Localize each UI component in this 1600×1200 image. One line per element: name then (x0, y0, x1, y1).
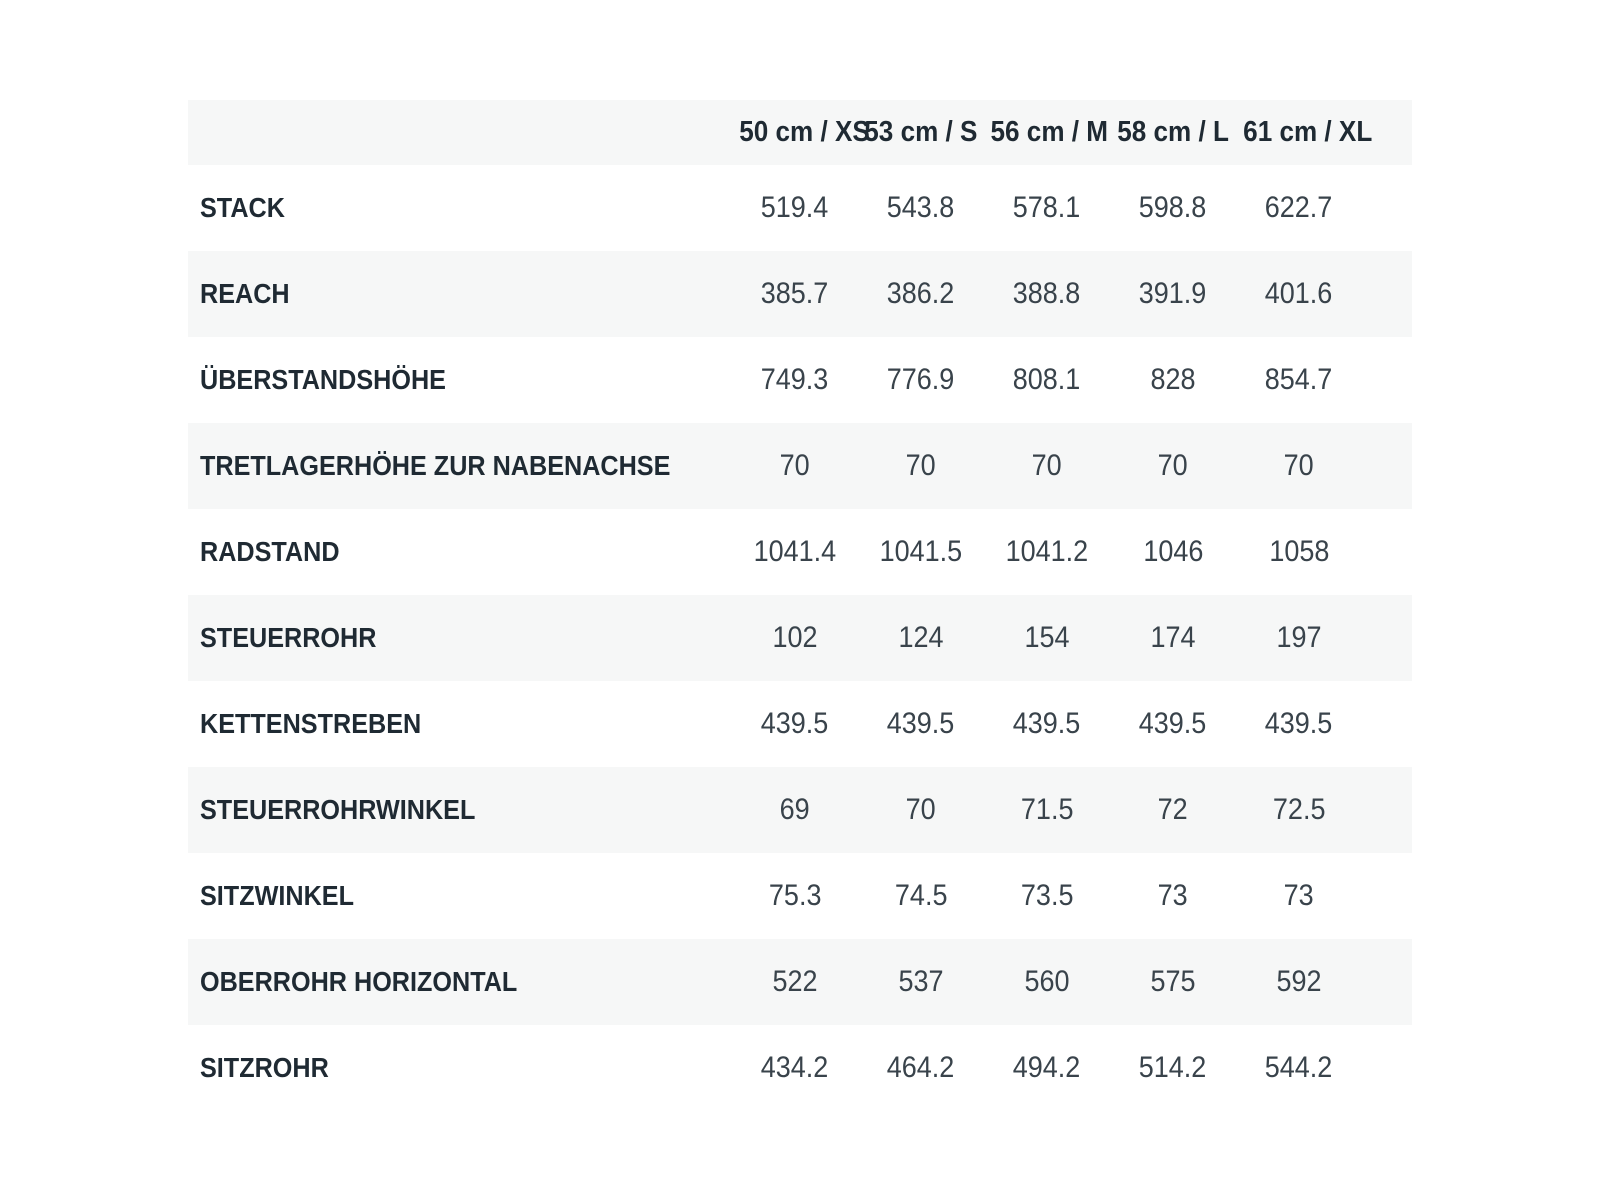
cell-value: 519.4 (761, 191, 829, 224)
cell-value: 71.5 (1020, 793, 1074, 826)
cell-value: 828 (1150, 363, 1196, 396)
cell-value: 543.8 (887, 191, 955, 224)
cell-value: 439.5 (887, 707, 955, 740)
row-label: OBERROHR HORIZONTAL (200, 966, 518, 997)
cell-value: 439.5 (761, 707, 829, 740)
cell-value: 72 (1157, 793, 1189, 826)
column-header-s: 53 cm / S (864, 116, 978, 148)
cell-value: 439.5 (1139, 707, 1207, 740)
row-label: SITZROHR (200, 1052, 329, 1083)
cell-value: 197 (1276, 621, 1322, 654)
cell-value: 73 (1283, 879, 1315, 912)
row-label: TRETLAGERHÖHE ZUR NABENACHSE (200, 450, 671, 481)
cell-value: 70 (1283, 449, 1315, 482)
table-row-tretlagerhoehe: TRETLAGERHÖHE ZUR NABENACHSE 70 70 70 70… (188, 423, 1412, 509)
row-label: STEUERROHR (200, 622, 377, 653)
cell-value: 401.6 (1265, 277, 1333, 310)
cell-value: 74.5 (894, 879, 948, 912)
cell-value: 434.2 (761, 1051, 829, 1084)
cell-value: 154 (1024, 621, 1070, 654)
column-header-xs: 50 cm / XS (739, 116, 870, 148)
cell-value: 70 (779, 449, 811, 482)
column-header-l: 58 cm / L (1117, 116, 1229, 148)
cell-value: 808.1 (1013, 363, 1081, 396)
cell-value: 70 (1031, 449, 1063, 482)
bike-geometry-table: 50 cm / XS 53 cm / S 56 cm / M 58 cm / L… (188, 100, 1412, 1111)
row-label: STACK (200, 192, 285, 223)
table-row-steuerrohrwinkel: STEUERROHRWINKEL 69 70 71.5 72 72.5 (188, 767, 1412, 853)
cell-value: 73.5 (1020, 879, 1074, 912)
row-label: REACH (200, 278, 290, 309)
cell-value: 174 (1150, 621, 1196, 654)
row-label: SITZWINKEL (200, 880, 354, 911)
cell-value: 124 (898, 621, 944, 654)
column-header-m: 56 cm / M (990, 116, 1109, 148)
cell-value: 102 (772, 621, 818, 654)
cell-value: 598.8 (1139, 191, 1207, 224)
cell-value: 70 (1157, 449, 1189, 482)
cell-value: 391.9 (1139, 277, 1207, 310)
cell-value: 544.2 (1265, 1051, 1333, 1084)
cell-value: 1058 (1268, 535, 1330, 568)
cell-value: 854.7 (1265, 363, 1333, 396)
cell-value: 73 (1157, 879, 1189, 912)
row-label: STEUERROHRWINKEL (200, 794, 476, 825)
cell-value: 749.3 (761, 363, 829, 396)
cell-value: 592 (1276, 965, 1322, 998)
table-row-sitzwinkel: SITZWINKEL 75.3 74.5 73.5 73 73 (188, 853, 1412, 939)
table-row-steuerrohr: STEUERROHR 102 124 154 174 197 (188, 595, 1412, 681)
cell-value: 72.5 (1272, 793, 1326, 826)
cell-value: 439.5 (1013, 707, 1081, 740)
cell-value: 388.8 (1013, 277, 1081, 310)
column-header-xl: 61 cm / XL (1243, 116, 1373, 148)
table-header-row: 50 cm / XS 53 cm / S 56 cm / M 58 cm / L… (188, 100, 1412, 165)
cell-value: 514.2 (1139, 1051, 1207, 1084)
cell-value: 578.1 (1013, 191, 1081, 224)
cell-value: 75.3 (768, 879, 822, 912)
cell-value: 1046 (1142, 535, 1204, 568)
row-label: ÜBERSTANDSHÖHE (200, 364, 446, 395)
cell-value: 560 (1024, 965, 1070, 998)
cell-value: 464.2 (887, 1051, 955, 1084)
cell-value: 386.2 (887, 277, 955, 310)
table-row-kettenstreben: KETTENSTREBEN 439.5 439.5 439.5 439.5 43… (188, 681, 1412, 767)
cell-value: 69 (779, 793, 811, 826)
table-row-ueberstandshoehe: ÜBERSTANDSHÖHE 749.3 776.9 808.1 828 854… (188, 337, 1412, 423)
cell-value: 1041.5 (879, 535, 963, 568)
table-row-sitzrohr: SITZROHR 434.2 464.2 494.2 514.2 544.2 (188, 1025, 1412, 1111)
cell-value: 439.5 (1265, 707, 1333, 740)
cell-value: 622.7 (1265, 191, 1333, 224)
row-label: KETTENSTREBEN (200, 708, 422, 739)
row-label: RADSTAND (200, 536, 340, 567)
cell-value: 385.7 (761, 277, 829, 310)
table-row-reach: REACH 385.7 386.2 388.8 391.9 401.6 (188, 251, 1412, 337)
cell-value: 522 (772, 965, 818, 998)
cell-value: 537 (898, 965, 944, 998)
cell-value: 70 (905, 793, 937, 826)
table-row-oberrohr-horizontal: OBERROHR HORIZONTAL 522 537 560 575 592 (188, 939, 1412, 1025)
cell-value: 1041.4 (753, 535, 837, 568)
table-row-radstand: RADSTAND 1041.4 1041.5 1041.2 1046 1058 (188, 509, 1412, 595)
cell-value: 776.9 (887, 363, 955, 396)
table-row-stack: STACK 519.4 543.8 578.1 598.8 622.7 (188, 165, 1412, 251)
cell-value: 70 (905, 449, 937, 482)
cell-value: 575 (1150, 965, 1196, 998)
cell-value: 494.2 (1013, 1051, 1081, 1084)
cell-value: 1041.2 (1005, 535, 1089, 568)
